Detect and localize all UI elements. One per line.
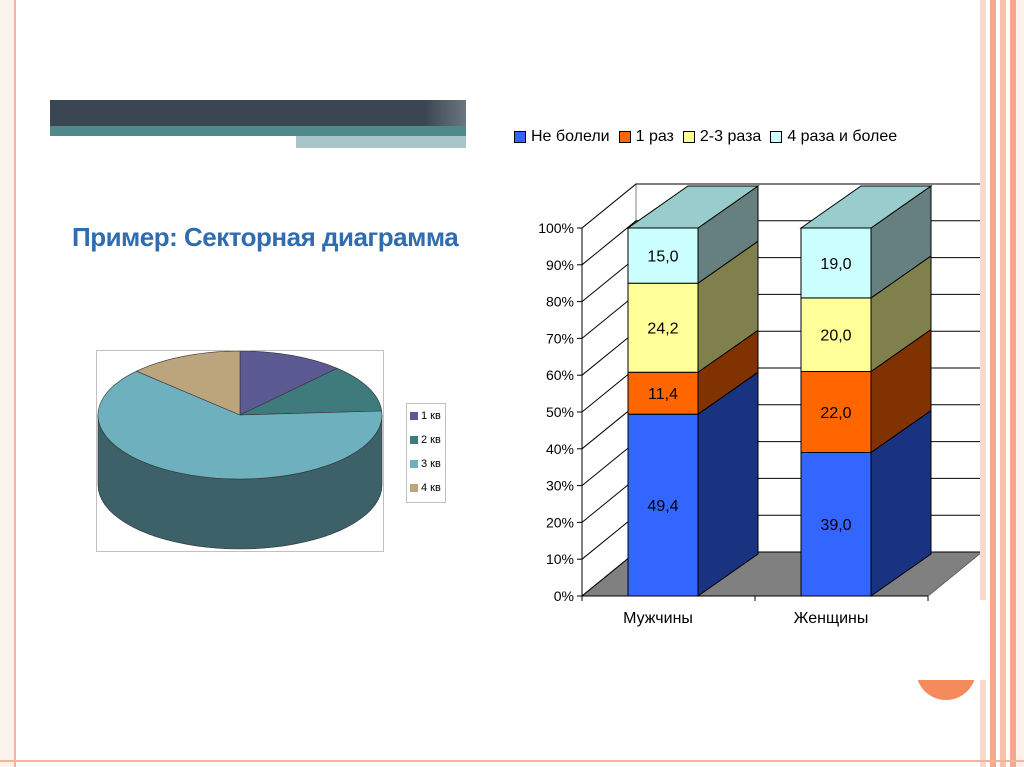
bar-segment	[800, 371, 872, 453]
bar-segment	[800, 227, 872, 299]
data-label: 49,4	[647, 498, 678, 515]
bar-top	[799, 185, 933, 229]
gridline	[581, 183, 980, 229]
pie-slice	[135, 350, 241, 416]
bar-legend-swatch	[514, 131, 526, 143]
title-bar-accent-light	[296, 136, 466, 148]
bar-segment	[627, 371, 699, 415]
pie-legend-swatch	[410, 436, 418, 444]
bar-legend-label: Не болели	[531, 128, 610, 145]
bar-legend-label: 1 раз	[635, 128, 674, 145]
bar-segment	[800, 451, 872, 597]
y-tick-label: 100%	[538, 220, 574, 236]
y-tick-label: 90%	[546, 257, 574, 273]
pie-legend-label: 1 кв	[421, 410, 441, 422]
bar-legend-label: 4 раза и более	[787, 128, 898, 145]
pie-legend-swatch	[410, 412, 418, 420]
pie-legend: 1 кв 2 кв 3 кв 4 кв	[406, 403, 446, 503]
pie-legend-item: 2 кв	[407, 428, 445, 452]
y-tick-label: 60%	[546, 367, 574, 383]
pie-legend-swatch	[410, 484, 418, 492]
bar-legend-swatch	[618, 131, 631, 143]
slide-title: Пример: Секторная диаграмма	[72, 222, 459, 252]
data-label: 19,0	[820, 256, 851, 273]
bar-legend: Не болели 1 раз 2-3 раза 4 раза и более	[514, 128, 906, 146]
data-label: 39,0	[820, 517, 851, 534]
left-border	[0, 0, 16, 767]
y-tick-label: 40%	[546, 441, 574, 457]
bar-legend-item: Не болели	[514, 128, 610, 146]
pie-chart-frame	[96, 350, 384, 552]
y-tick-label: 20%	[546, 514, 574, 530]
stacked-bar-chart: 0% 10% 20% 30% 40% 50% 60% 70% 80% 90% 100% 49,4 11,…	[538, 182, 980, 627]
pie-legend-label: 3 кв	[421, 458, 441, 470]
bar-legend-item: 4 раза и более	[770, 128, 897, 146]
pie-chart	[97, 350, 383, 550]
y-tick-label: 30%	[546, 478, 574, 494]
pie-legend-item: 4 кв	[407, 476, 445, 500]
bar-segment	[627, 282, 699, 373]
pie-slice	[239, 350, 338, 416]
bar-legend-item: 1 раз	[618, 128, 674, 146]
x-tick-label: Женщины	[794, 610, 869, 627]
pie-legend-item: 1 кв	[407, 404, 445, 428]
pie-legend-label: 4 кв	[421, 482, 441, 494]
bottom-line	[0, 760, 1024, 762]
data-label: 20,0	[820, 328, 851, 345]
pie-legend-item: 3 кв	[407, 452, 445, 476]
bar-segment	[627, 413, 699, 597]
y-tick-label: 50%	[546, 404, 574, 420]
pie-legend-swatch	[410, 460, 418, 468]
data-label: 24,2	[647, 321, 678, 338]
pie-legend-label: 2 кв	[421, 434, 441, 446]
y-tick-label: 10%	[546, 551, 574, 567]
y-tick-label: 70%	[546, 330, 574, 346]
y-tick-label: 80%	[546, 294, 574, 310]
bar-segment	[627, 227, 699, 284]
circle-mask	[900, 600, 990, 680]
x-tick-label: Мужчины	[623, 610, 693, 627]
pie-slice	[239, 367, 383, 416]
title-bar-accent	[50, 126, 466, 136]
bar-legend-item: 2-3 раза	[682, 128, 762, 146]
bar-segment	[800, 297, 872, 373]
data-label: 11,4	[648, 386, 678, 403]
data-label: 22,0	[820, 405, 851, 422]
y-tick-label: 0%	[554, 588, 574, 604]
bar-top	[626, 185, 760, 229]
bar-legend-swatch	[770, 131, 783, 143]
data-label: 15,0	[647, 249, 678, 266]
pie-slice	[97, 370, 383, 480]
bar-legend-label: 2-3 раза	[699, 128, 762, 145]
bar-legend-swatch	[682, 131, 695, 143]
title-bar-decoration	[50, 100, 466, 126]
